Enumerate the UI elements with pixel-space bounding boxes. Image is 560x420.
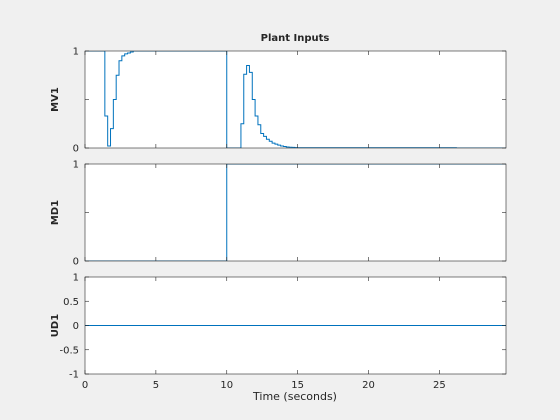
x-tick-label: 5 [153, 380, 159, 391]
y-tick-label: 1 [73, 273, 79, 284]
x-tick-label: 0 [82, 380, 88, 391]
y-tick-label: 0 [73, 321, 79, 332]
series-line-mv1 [85, 51, 506, 148]
y-axis-label: MV1 [50, 87, 61, 112]
subplot-md1: 0 1 MD1 [50, 160, 507, 268]
subplot-mv1: 0 1 MV1 [50, 47, 507, 155]
y-tick-label: 0.5 [63, 297, 79, 308]
axes-background [85, 51, 506, 148]
x-tick-label: 20 [362, 380, 375, 391]
x-axis-label: Time (seconds) [252, 390, 337, 403]
y-axis-label: MD1 [50, 200, 61, 225]
y-axis-label: UD1 [50, 314, 61, 337]
y-tick-label: 0 [73, 144, 79, 155]
y-tick-label: 0 [73, 257, 79, 268]
x-tick-label: 15 [291, 380, 304, 391]
series-line-md1 [85, 164, 506, 261]
y-tick-label: 1 [73, 47, 79, 58]
y-tick-label: 1 [73, 160, 79, 171]
y-tick-label: -1 [69, 370, 79, 381]
x-tick-label: 25 [433, 380, 446, 391]
axes-background [85, 164, 506, 261]
y-tick-label: -0.5 [59, 345, 79, 356]
x-tick-label: 10 [220, 380, 233, 391]
figure-title: Plant Inputs [261, 33, 330, 44]
